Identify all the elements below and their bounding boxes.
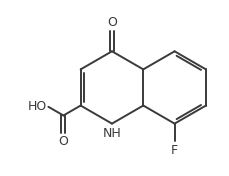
Text: O: O [58,135,68,148]
Text: F: F [171,143,178,156]
Text: HO: HO [27,100,46,113]
Text: O: O [107,16,117,29]
Text: NH: NH [103,127,121,140]
